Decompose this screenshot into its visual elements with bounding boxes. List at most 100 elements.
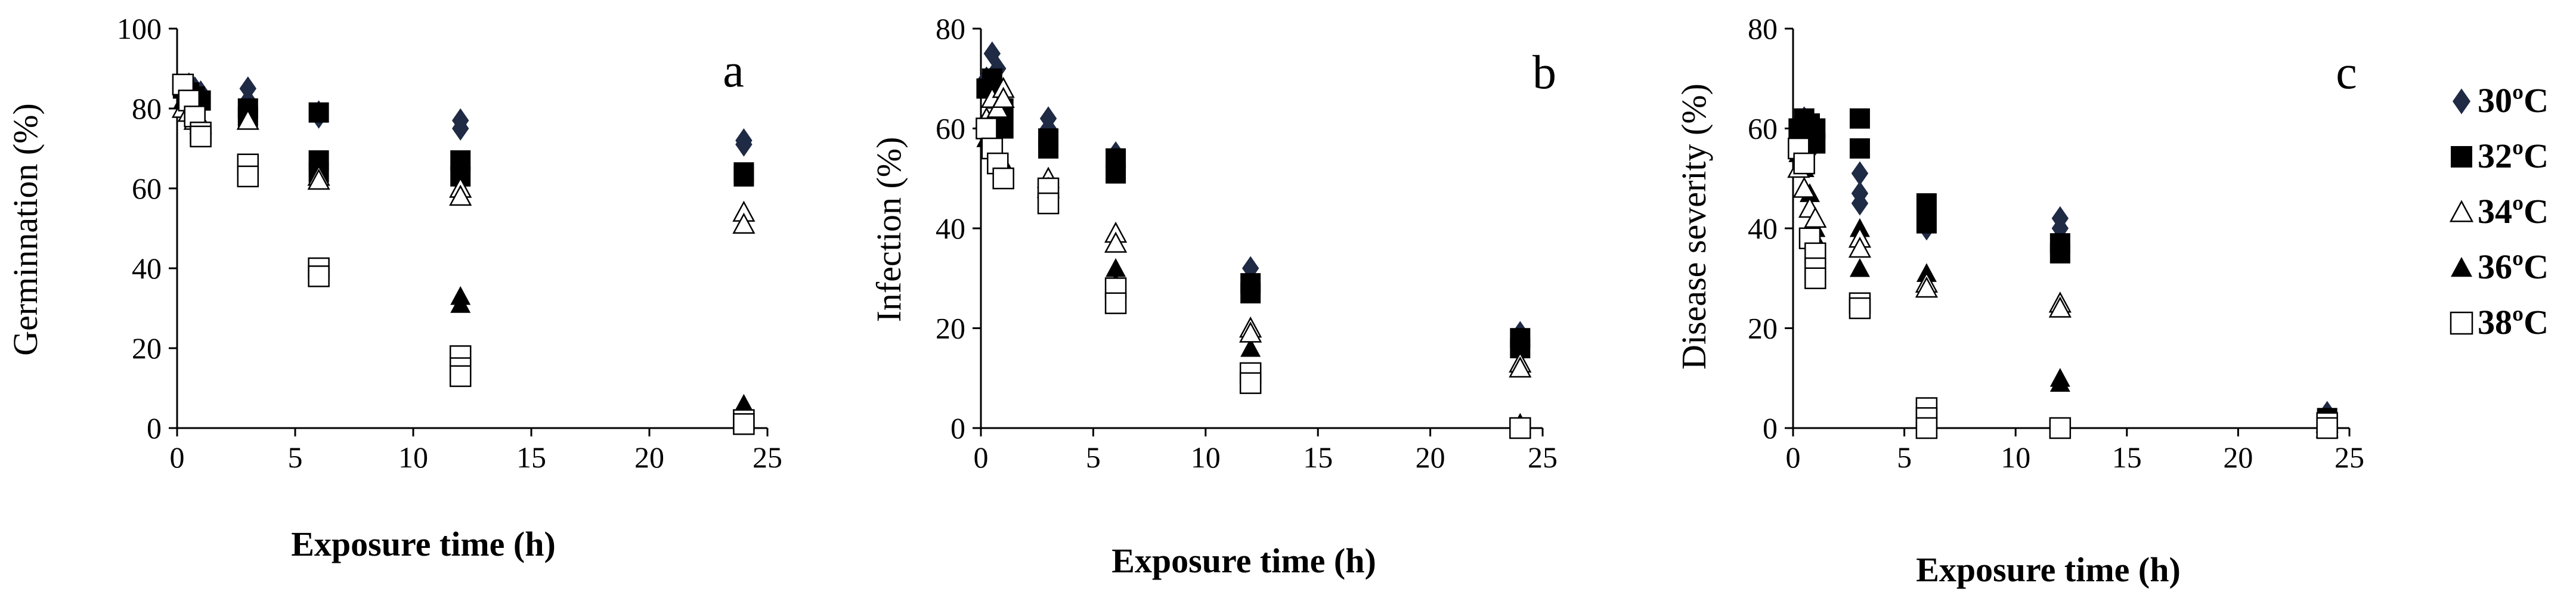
y-tick-label: 40 xyxy=(132,252,162,285)
data-point xyxy=(1104,231,1128,253)
legend-marker xyxy=(2451,257,2472,277)
panel-label-a: a xyxy=(723,45,744,97)
data-point xyxy=(1804,206,1827,228)
x-tick-label: 15 xyxy=(2112,441,2142,474)
y-tick-label: 20 xyxy=(1748,312,1778,345)
y-tick-label: 80 xyxy=(936,12,965,45)
legend-marker xyxy=(2450,311,2473,335)
y-tick-label: 20 xyxy=(936,312,965,345)
data-point xyxy=(2316,417,2338,439)
data-point xyxy=(451,116,469,141)
y-tick-label: 100 xyxy=(117,12,162,45)
data-point xyxy=(1106,163,1126,184)
legend-label-30c: 30ºC xyxy=(2478,81,2549,120)
data-point xyxy=(1038,138,1059,159)
legend-label-38c: 38ºC xyxy=(2478,303,2549,342)
y-tick-label: 0 xyxy=(147,411,162,445)
x-tick-label: 5 xyxy=(288,441,303,474)
x-tick-label: 10 xyxy=(2001,441,2030,474)
data-point xyxy=(992,86,1015,108)
panel-b: Infection (%) Exposure time (h) b 0 5 10 15… xyxy=(869,12,1558,580)
x-tick-label: 20 xyxy=(2223,441,2253,474)
y-tick-label: 20 xyxy=(132,331,162,365)
y-tick-label: 60 xyxy=(1748,112,1778,145)
panel-label-c: c xyxy=(2336,47,2357,99)
data-point xyxy=(1804,267,1826,289)
y-axis-label-b: Infection (%) xyxy=(869,137,908,323)
data-point xyxy=(2049,417,2072,439)
x-tick-label: 20 xyxy=(1416,441,1445,474)
data-point xyxy=(450,294,471,313)
data-point xyxy=(1509,356,1532,378)
data-point xyxy=(976,117,998,140)
data-point xyxy=(1104,292,1127,314)
data-point xyxy=(1106,258,1126,277)
data-point xyxy=(1915,276,1939,298)
data-point xyxy=(1915,417,1938,439)
data-point xyxy=(733,413,755,435)
x-tick-label: 15 xyxy=(1303,441,1333,474)
x-axis-label-c: Exposure time (h) xyxy=(1916,550,2181,589)
legend-marker xyxy=(2449,200,2474,222)
x-tick-label: 25 xyxy=(1528,441,1558,474)
data-point xyxy=(1509,417,1531,439)
data-point xyxy=(1916,193,1937,214)
data-point xyxy=(2049,243,2070,264)
x-tick-label: 10 xyxy=(1191,441,1221,474)
data-point xyxy=(1793,152,1815,175)
data-point xyxy=(190,125,212,148)
data-point xyxy=(1848,236,1872,258)
data-point xyxy=(1037,192,1060,215)
data-point xyxy=(735,132,753,157)
data-point xyxy=(307,168,330,190)
y-tick-label: 80 xyxy=(1748,12,1778,45)
data-point xyxy=(1916,213,1937,234)
x-tick-label: 0 xyxy=(170,441,185,474)
panel-c: Disease severity (%) Exposure time (h) c… xyxy=(1674,12,2364,589)
x-tick-label: 10 xyxy=(398,441,428,474)
data-point xyxy=(733,166,754,187)
data-point xyxy=(1849,297,1871,320)
data-point xyxy=(1849,258,1870,277)
y-tick-label: 40 xyxy=(936,212,965,245)
x-tick-label: 0 xyxy=(974,441,989,474)
data-point xyxy=(2048,296,2072,318)
y-tick-label: 80 xyxy=(132,92,162,125)
data-point xyxy=(732,212,756,234)
data-point xyxy=(1849,138,1870,159)
x-tick-label: 20 xyxy=(634,441,664,474)
x-tick-label: 5 xyxy=(1897,441,1912,474)
data-point xyxy=(236,109,259,130)
data-point xyxy=(237,165,259,188)
data-point xyxy=(449,184,472,206)
data-point xyxy=(1240,338,1261,357)
data-point xyxy=(308,265,330,287)
data-point xyxy=(1849,108,1870,129)
x-tick-label: 0 xyxy=(1786,441,1801,474)
panel-a: Germinnation (%) Exposure time (h) a 0 5 1… xyxy=(6,12,782,563)
legend-label-36c: 36ºC xyxy=(2478,247,2549,286)
x-axis-label-b: Exposure time (h) xyxy=(1111,541,1376,580)
x-tick-label: 5 xyxy=(1086,441,1101,474)
data-point xyxy=(2049,373,2070,392)
data-point xyxy=(1239,321,1262,343)
y-axis-label-a: Germinnation (%) xyxy=(6,103,45,356)
y-tick-label: 40 xyxy=(1748,212,1778,245)
y-tick-label: 0 xyxy=(950,411,965,445)
data-point xyxy=(1851,191,1869,216)
data-point xyxy=(1792,176,1816,198)
data-point xyxy=(449,365,472,388)
y-axis-label-c: Disease severity (%) xyxy=(1674,83,1713,370)
y-tick-label: 60 xyxy=(936,112,965,145)
legend-label-34c: 34ºC xyxy=(2478,192,2549,231)
data-point xyxy=(992,168,1014,190)
panel-label-b: b xyxy=(1532,47,1556,99)
legend-marker xyxy=(2452,88,2471,114)
x-tick-label: 15 xyxy=(516,441,546,474)
data-point xyxy=(1240,283,1261,303)
x-tick-label: 25 xyxy=(753,441,782,474)
y-tick-label: 60 xyxy=(132,172,162,205)
x-tick-label: 25 xyxy=(2334,441,2364,474)
legend-marker xyxy=(2451,146,2472,168)
